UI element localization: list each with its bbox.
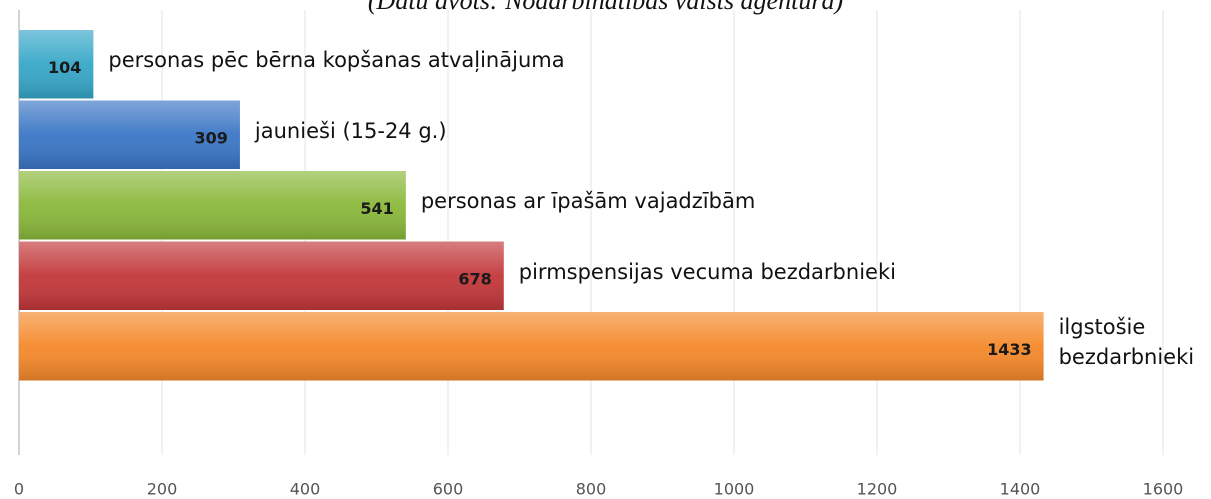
- x-tick-label: 0: [14, 480, 24, 499]
- bar-shine: [19, 312, 1044, 381]
- category-label: personas ar īpašām vajadzībām: [420, 189, 756, 214]
- x-tick-label: 1000: [714, 480, 755, 499]
- bar-shine: [19, 241, 504, 310]
- bar-shine: [19, 171, 406, 240]
- value-label: 1433: [987, 340, 1032, 359]
- x-tick-label: 200: [147, 480, 178, 499]
- x-tick-label: 600: [433, 480, 464, 499]
- value-label: 678: [458, 269, 491, 288]
- x-tick-label: 1200: [857, 480, 898, 499]
- x-tick-label: 1400: [1000, 480, 1041, 499]
- x-tick-label: 1600: [1143, 480, 1184, 499]
- category-label: personas pēc bērna kopšanas atvaļinājuma: [108, 48, 565, 73]
- x-tick-label: 400: [290, 480, 321, 499]
- bar-shine: [19, 30, 94, 99]
- category-label: pirmspensijas vecuma bezdarbnieki: [518, 259, 896, 284]
- value-label: 309: [195, 128, 228, 147]
- subtitle: (Datu avots: Nodarbinātības valsts aģent…: [367, 0, 844, 15]
- x-tick-label: 800: [576, 480, 607, 499]
- value-label: 541: [360, 199, 393, 218]
- value-label: 104: [48, 58, 81, 77]
- category-label: ilgstošie bezdarbnieki: [1058, 315, 1195, 370]
- bar-shine: [19, 100, 240, 169]
- category-label: jaunieši (15-24 g.): [254, 118, 447, 143]
